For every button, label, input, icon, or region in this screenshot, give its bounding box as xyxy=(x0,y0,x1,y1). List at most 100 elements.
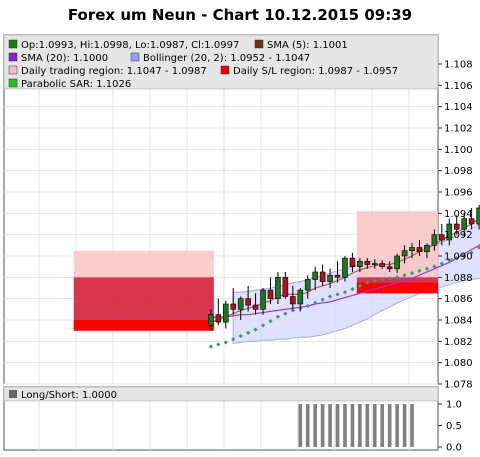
sar-point xyxy=(462,253,467,259)
candle-body xyxy=(386,266,393,270)
y-tick-label-9: 1.096 xyxy=(444,188,473,199)
candle-body xyxy=(334,274,341,278)
candle-body xyxy=(379,263,386,267)
sar-point xyxy=(476,245,480,250)
sar-point xyxy=(283,311,288,316)
y-tick-label-15: 1.108 xyxy=(444,60,473,71)
candle xyxy=(431,229,438,251)
sar-point xyxy=(447,258,452,263)
candle-body xyxy=(260,289,266,310)
candle xyxy=(282,272,289,299)
sar-point xyxy=(380,277,385,282)
candle xyxy=(394,253,400,274)
sar-point xyxy=(320,297,325,302)
candle xyxy=(349,252,356,272)
candle xyxy=(245,285,251,312)
candle-body xyxy=(453,223,460,230)
sar-point xyxy=(417,268,422,274)
legend: Op:1.0993, Hi:1.0998, Lo:1.0987, Cl:1.09… xyxy=(8,39,398,90)
sub-legend-text: Long/Short: 1.0000 xyxy=(21,390,117,401)
candle-body xyxy=(468,218,475,225)
candle-body xyxy=(312,271,318,280)
y-tick-label-13: 1.104 xyxy=(444,102,473,113)
y-tick-label-12: 1.102 xyxy=(444,124,473,135)
sar-point xyxy=(290,308,295,313)
candle-body xyxy=(349,257,356,267)
candle xyxy=(453,215,460,235)
sl-region-strong-0 xyxy=(73,320,214,331)
candle-body xyxy=(252,304,259,310)
long-short-bars xyxy=(298,404,414,447)
legend-entry-2: SMA (20): 1.1000 xyxy=(21,53,108,64)
sma20-line xyxy=(210,243,480,319)
candle-body xyxy=(319,271,326,282)
legend-box xyxy=(3,34,439,90)
candle-body xyxy=(424,245,430,253)
candle xyxy=(416,240,423,256)
sub-y-axis: 0.0 0.5 1.0 xyxy=(438,400,462,454)
candle-body xyxy=(394,255,400,270)
long-short-bar xyxy=(305,404,310,447)
candle-body xyxy=(245,298,251,306)
candle xyxy=(208,309,214,331)
sar-point xyxy=(327,294,333,299)
sar-point xyxy=(268,318,273,324)
legend-entry-1: SMA (5): 1.1001 xyxy=(267,40,348,51)
main-y-axis: 1.078 1.080 1.082 1.084 1.086 1.088 1.090 1.092… xyxy=(438,60,473,391)
sub-y-tick-label-0: 0.0 xyxy=(446,443,462,454)
sar-point xyxy=(231,337,236,342)
trading-region-0 xyxy=(73,250,214,278)
candle-body xyxy=(364,261,371,265)
sar-point xyxy=(238,333,243,339)
candle-body xyxy=(230,303,237,310)
long-short-bar xyxy=(320,404,325,447)
sar-point xyxy=(469,250,474,255)
sar-point xyxy=(365,280,370,285)
sub-y-tick-label-2: 1.0 xyxy=(446,400,462,411)
sar-point xyxy=(357,283,362,288)
legend-swatch-3 xyxy=(130,52,140,62)
candle-body xyxy=(461,218,467,230)
candle xyxy=(319,264,326,286)
sar-point xyxy=(409,270,415,276)
sar-point xyxy=(305,304,310,309)
sar-point xyxy=(313,300,318,306)
legend-swatch-2 xyxy=(8,52,18,62)
legend-swatch-5 xyxy=(220,65,230,75)
candle-body xyxy=(282,277,289,297)
legend-swatch-0 xyxy=(8,39,18,49)
long-short-bar xyxy=(410,404,414,447)
candle xyxy=(409,243,415,259)
long-short-bar xyxy=(402,404,407,447)
legend-swatch-4 xyxy=(8,65,18,75)
candle xyxy=(215,298,222,326)
y-tick-label-8: 1.094 xyxy=(444,209,473,220)
sar-point xyxy=(402,273,407,278)
legend-entry-4: Daily trading region: 1.1047 - 1.0987 xyxy=(21,66,207,77)
y-tick-label-2: 1.082 xyxy=(444,337,473,348)
sar-point xyxy=(454,256,459,261)
candle-body xyxy=(371,263,378,265)
candle-body xyxy=(476,207,480,225)
candle xyxy=(371,259,378,269)
y-tick-label-5: 1.088 xyxy=(444,273,473,284)
y-tick-label-4: 1.086 xyxy=(444,294,473,305)
candle xyxy=(230,288,237,315)
candle xyxy=(290,285,296,310)
long-short-bar xyxy=(350,404,355,447)
candle xyxy=(222,300,229,329)
y-tick-label-11: 1.100 xyxy=(444,145,473,156)
long-short-bar xyxy=(380,404,385,447)
candle xyxy=(267,277,274,304)
sar-point xyxy=(432,264,437,269)
sar-point xyxy=(275,314,281,319)
candle xyxy=(260,288,266,315)
candle xyxy=(364,258,371,269)
candle xyxy=(237,296,244,320)
legend-entry-6: Parabolic SAR: 1.1026 xyxy=(21,79,131,90)
candle xyxy=(401,245,408,264)
long-short-bar xyxy=(328,404,332,447)
sar-point xyxy=(216,342,221,347)
candle-body xyxy=(297,289,304,305)
